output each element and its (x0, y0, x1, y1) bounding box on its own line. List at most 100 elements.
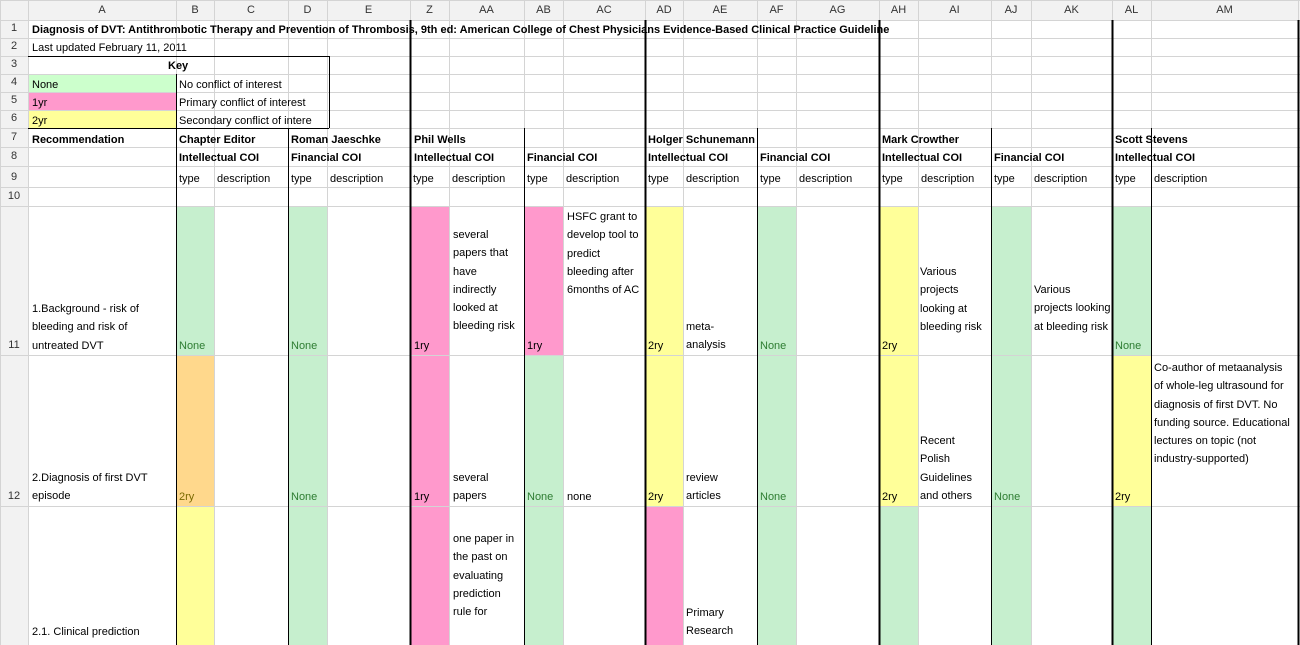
coi-description-cell[interactable]: meta-analysis (686, 321, 726, 352)
header-financial-coi[interactable]: Financial COI (760, 152, 831, 164)
row-header[interactable]: 6 (10, 112, 18, 124)
row-header[interactable]: 5 (10, 94, 18, 106)
coi-description-cell[interactable]: several papers (453, 472, 489, 503)
type-header[interactable]: type (882, 173, 903, 185)
coi-type-cell[interactable]: 2ry (882, 340, 898, 352)
description-header[interactable]: description (330, 173, 384, 185)
coi-type-cell[interactable]: 2ry (648, 491, 664, 503)
type-header[interactable]: type (527, 173, 548, 185)
header-recommendation[interactable]: Recommendation (32, 134, 125, 146)
row-header[interactable]: 3 (10, 58, 18, 70)
last-updated[interactable]: Last updated February 11, 2011 (32, 42, 187, 54)
row-header[interactable]: 1 (10, 22, 18, 34)
description-header[interactable]: description (799, 173, 853, 185)
column-header[interactable]: AM (1216, 4, 1233, 16)
header-person-chapter-editor[interactable]: Chapter Editor (179, 134, 256, 146)
header-intellectual-coi[interactable]: Intellectual COI (648, 152, 729, 164)
type-header[interactable]: type (413, 173, 434, 185)
coi-description-cell[interactable]: review articles (686, 472, 721, 503)
coi-description-cell[interactable]: one paper in the past on evaluating pred… (453, 533, 515, 619)
coi-type-cell[interactable]: None (179, 340, 206, 352)
header-intellectual-coi[interactable]: Intellectual COI (414, 152, 495, 164)
coi-type-cell[interactable]: None (760, 340, 787, 352)
coi-description-cell[interactable]: none (567, 491, 592, 503)
header-person-mark-crowther[interactable]: Mark Crowther (882, 134, 960, 146)
header-person-holger-schunemann[interactable]: Holger Schunemann (648, 134, 755, 146)
coi-type-cell[interactable]: None (760, 491, 787, 503)
row-header[interactable]: 12 (7, 490, 21, 502)
coi-type-cell[interactable]: 1ry (527, 340, 543, 352)
coi-description-cell[interactable]: Co-author of metaanalysis of whole-leg u… (1154, 362, 1290, 466)
description-header[interactable]: description (1034, 173, 1088, 185)
coi-type-cell[interactable]: None (1115, 340, 1142, 352)
row-header[interactable]: 9 (10, 171, 18, 183)
key-meaning-2yr[interactable]: Secondary conflict of intere (179, 115, 312, 127)
header-financial-coi[interactable]: Financial COI (994, 152, 1065, 164)
type-header[interactable]: type (1115, 173, 1136, 185)
coi-type-cell[interactable]: None (527, 491, 554, 503)
header-intellectual-coi[interactable]: Intellectual COI (882, 152, 963, 164)
description-header[interactable]: description (566, 173, 620, 185)
column-header[interactable]: A (98, 4, 106, 16)
row-header[interactable]: 11 (8, 339, 20, 351)
coi-description-cell[interactable]: HSFC grant to develop tool to predict bl… (567, 211, 640, 297)
key-code-1yr[interactable]: 1yr (32, 97, 48, 109)
coi-type-cell[interactable]: 1ry (414, 491, 430, 503)
recommendation-cell[interactable]: 1.Background - risk of bleeding and risk… (32, 303, 139, 352)
column-header[interactable]: E (364, 4, 373, 16)
key-title[interactable]: Key (168, 60, 189, 72)
row-header[interactable]: 2 (10, 40, 18, 52)
coi-type-cell[interactable]: 2ry (179, 491, 195, 503)
recommendation-cell[interactable]: 2.Diagnosis of first DVT episode (32, 472, 148, 503)
column-header[interactable]: AC (596, 4, 612, 16)
column-header[interactable]: Z (426, 4, 433, 16)
column-header[interactable]: AG (829, 4, 846, 16)
column-header[interactable]: AD (656, 4, 672, 16)
description-header[interactable]: description (217, 173, 271, 185)
header-person-scott-stevens[interactable]: Scott Stevens (1115, 134, 1188, 146)
header-financial-coi[interactable]: Financial COI (527, 152, 598, 164)
coi-type-cell[interactable]: None (994, 491, 1021, 503)
column-header[interactable]: AA (479, 4, 494, 16)
key-code-2yr[interactable]: 2yr (32, 115, 48, 127)
column-header[interactable]: B (191, 4, 199, 16)
type-header[interactable]: type (760, 173, 781, 185)
column-header[interactable]: AI (949, 4, 960, 16)
key-code-none[interactable]: None (32, 79, 59, 91)
recommendation-cell[interactable]: 2.1. Clinical prediction (32, 626, 140, 638)
coi-type-cell[interactable]: 2ry (648, 340, 664, 352)
coi-description-cell[interactable]: Various projects looking at bleeding ris… (1034, 284, 1111, 333)
column-header[interactable]: AB (536, 4, 551, 16)
description-header[interactable]: description (921, 173, 975, 185)
column-header[interactable]: C (247, 4, 255, 16)
column-header[interactable]: AF (769, 4, 784, 16)
column-header[interactable]: AK (1064, 4, 1079, 16)
type-header[interactable]: type (648, 173, 669, 185)
coi-type-cell[interactable]: None (291, 340, 318, 352)
key-meaning-1yr[interactable]: Primary conflict of interest (179, 97, 306, 109)
header-person-phil-wells[interactable]: Phil Wells (414, 134, 466, 146)
sheet-title[interactable]: Diagnosis of DVT: Antithrombotic Therapy… (32, 24, 890, 36)
header-intellectual-coi[interactable]: Intellectual COI (179, 152, 260, 164)
row-header[interactable]: 4 (10, 76, 18, 88)
coi-description-cell[interactable]: several papers that have indirectly look… (453, 229, 515, 333)
coi-type-cell[interactable]: None (291, 491, 318, 503)
header-financial-coi[interactable]: Financial COI (291, 152, 362, 164)
description-header[interactable]: description (452, 173, 506, 185)
row-header[interactable]: 7 (10, 131, 18, 143)
coi-type-cell[interactable]: 2ry (1115, 491, 1131, 503)
column-header[interactable]: AE (712, 4, 728, 16)
row-header[interactable]: 10 (7, 190, 21, 202)
key-meaning-none[interactable]: No conflict of interest (179, 79, 282, 91)
column-header[interactable]: AL (1124, 4, 1139, 16)
description-header[interactable]: description (1154, 173, 1208, 185)
row-header[interactable]: 8 (10, 150, 18, 162)
column-header[interactable]: AH (890, 4, 907, 16)
coi-description-cell[interactable]: Various projects looking at bleeding ris… (920, 266, 982, 333)
coi-type-cell[interactable]: 1ry (414, 340, 430, 352)
type-header[interactable]: type (179, 173, 200, 185)
header-intellectual-coi[interactable]: Intellectual COI (1115, 152, 1196, 164)
column-header[interactable]: D (303, 4, 312, 16)
column-header[interactable]: AJ (1004, 4, 1018, 16)
coi-description-cell[interactable]: Recent Polish Guidelines and others (920, 435, 972, 502)
